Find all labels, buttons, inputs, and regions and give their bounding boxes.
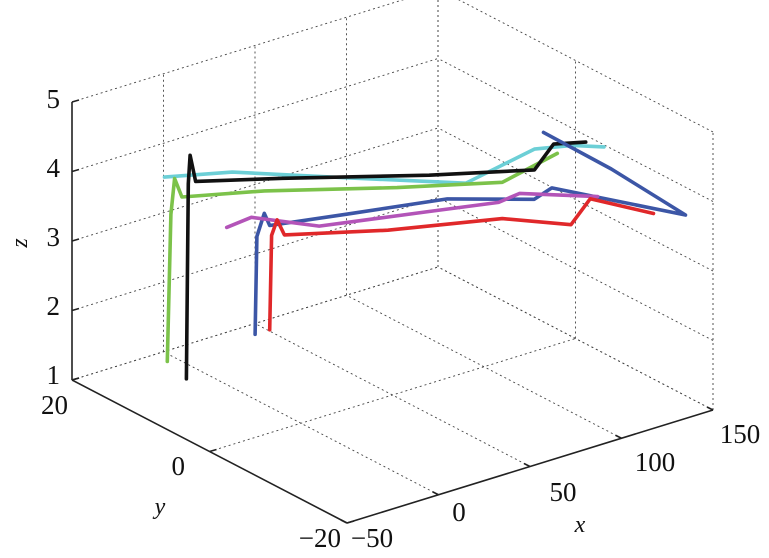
floor-gridline xyxy=(209,338,576,452)
axes-frame xyxy=(71,99,714,524)
z-tick-mark xyxy=(71,168,80,173)
side-wall-gridline xyxy=(437,127,714,272)
y-axis-label: y xyxy=(153,494,166,520)
z-tick-label: 5 xyxy=(47,84,61,114)
side-wall-gridline xyxy=(437,58,714,202)
y-tick-mark xyxy=(346,520,355,524)
series-line-red xyxy=(267,197,656,332)
z-tick-label: 3 xyxy=(47,222,61,252)
floor-gridline xyxy=(254,323,531,467)
y-tick-label: 20 xyxy=(41,390,68,420)
x-tick-label: 150 xyxy=(720,419,761,449)
z-tick-mark xyxy=(71,307,80,312)
series-line-magenta xyxy=(224,191,600,230)
z-tick-mark xyxy=(71,238,80,242)
floor-gridline xyxy=(346,294,622,439)
side-wall-gridline xyxy=(437,197,714,341)
tick-labels: 1 2 3 4 5 20 0 −20 −50 0 50 100 150 xyxy=(41,84,760,553)
floor-gridline xyxy=(163,351,439,496)
y-tick-label: 0 xyxy=(172,451,186,481)
x-tick-mark xyxy=(340,519,348,524)
z-axis-label: z xyxy=(7,238,33,249)
x-tick-mark xyxy=(615,434,622,439)
axis-labels: z y x xyxy=(7,238,586,538)
x-tick-mark xyxy=(432,491,439,496)
back-wall-gridline xyxy=(71,0,404,103)
y-tick-label: −20 xyxy=(299,523,341,553)
series-line-green xyxy=(165,151,560,364)
x-tick-label: 100 xyxy=(635,447,676,477)
z-tick-label: 2 xyxy=(47,291,61,321)
x-tick-label: 0 xyxy=(452,497,466,527)
back-wall-gridline xyxy=(71,127,439,242)
z-tick-label: 1 xyxy=(47,360,61,390)
x-tick-mark xyxy=(706,406,714,411)
x-axis-label: x xyxy=(574,512,586,538)
side-wall-gridline xyxy=(458,0,714,133)
z-tick-mark xyxy=(71,377,80,381)
x-tick-label: 50 xyxy=(550,477,577,507)
series-line-blue xyxy=(253,130,688,337)
side-wall-gridline xyxy=(437,266,714,411)
series-line-black xyxy=(184,140,588,381)
z-tick-mark xyxy=(71,99,80,103)
y-tick-mark xyxy=(209,448,217,453)
x-tick-mark xyxy=(523,462,531,468)
data-layer xyxy=(162,130,688,381)
back-wall-gridline xyxy=(71,58,439,172)
z-tick-label: 4 xyxy=(47,153,61,183)
x-tick-label: −50 xyxy=(351,523,393,553)
